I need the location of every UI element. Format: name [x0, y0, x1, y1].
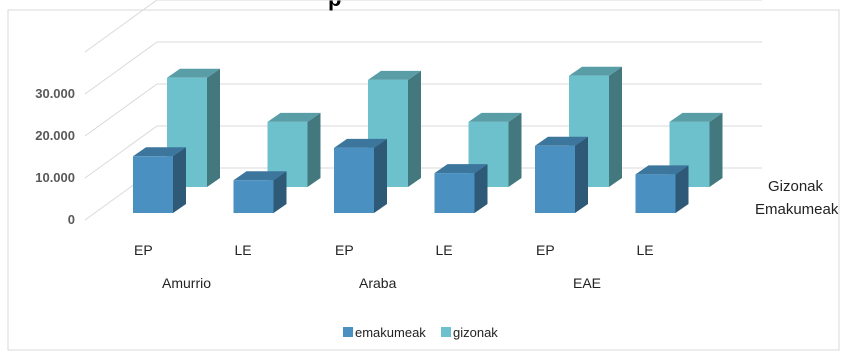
bar-emakumeak-3-side	[474, 164, 488, 213]
bar-emakumeak-4-front	[535, 145, 575, 213]
bar-gizonak-5-side	[709, 112, 723, 187]
bars	[133, 66, 723, 213]
y-tick-label: 0	[68, 212, 75, 227]
group-label: Araba	[359, 275, 397, 291]
group-label: Amurrio	[162, 275, 211, 291]
legend-swatch-emakumeak	[343, 327, 353, 337]
y-tick-label: 10.000	[35, 170, 75, 185]
gridline-diagonal	[84, 0, 158, 53]
bar-emakumeak-3-front	[434, 173, 475, 213]
bar-emakumeak-1-side	[273, 171, 287, 213]
depth-label-gizonak: Gizonak	[768, 178, 824, 195]
bar-gizonak-4-top	[569, 66, 622, 76]
bar-gizonak-1	[267, 112, 321, 187]
bar-emakumeak-5	[635, 165, 689, 213]
bar-emakumeak-5-front	[635, 174, 676, 213]
x-tick-label: LE	[235, 242, 252, 258]
bar-emakumeak-5-top	[635, 165, 689, 175]
bar-emakumeak-3-top	[434, 164, 488, 174]
bar-gizonak-5-top	[669, 112, 723, 122]
x-axis-labels: EP LE EP LE EP LE	[134, 242, 654, 258]
bar-gizonak-0-top	[167, 68, 220, 78]
bar-gizonak-1-side	[307, 112, 321, 187]
bar-gizonak-3-top	[468, 112, 522, 122]
bar-gizonak-1-top	[267, 112, 321, 122]
depth-label-emakumeak: Emakumeak	[755, 201, 839, 218]
gridline-diagonal	[84, 41, 158, 95]
bar-gizonak-3	[468, 112, 522, 187]
bar-emakumeak-4	[535, 136, 588, 213]
bar-emakumeak-1	[233, 171, 287, 213]
legend-label-gizonak: gizonak	[453, 325, 498, 340]
bar-emakumeak-0-top	[133, 147, 186, 157]
bar-emakumeak-5-side	[675, 165, 689, 213]
group-labels: Amurrio Araba EAE	[162, 275, 601, 291]
group-label: EAE	[573, 275, 601, 291]
x-tick-label: EP	[335, 242, 354, 258]
x-tick-label: LE	[436, 242, 453, 258]
bar-gizonak-3-side	[508, 112, 522, 187]
y-tick-label: 20.000	[35, 128, 75, 143]
bar-emakumeak-2-top	[334, 138, 387, 148]
bar-emakumeak-0-side	[173, 147, 186, 213]
chart-title: p	[328, 0, 341, 11]
y-tick-label: 30.000	[35, 86, 75, 101]
legend-swatch-gizonak	[441, 327, 451, 337]
x-tick-label: LE	[637, 242, 654, 258]
bar-emakumeak-4-top	[535, 136, 588, 146]
bar-emakumeak-2-side	[374, 138, 387, 213]
bar-gizonak-2-top	[368, 70, 421, 80]
bar-emakumeak-0	[133, 147, 186, 213]
gridline-diagonal	[84, 125, 158, 179]
x-tick-label: EP	[536, 242, 555, 258]
bar-emakumeak-0-front	[133, 156, 173, 213]
gridline-diagonal	[84, 83, 158, 137]
y-axis-ticks: 0 10.000 20.000 30.000	[35, 86, 75, 227]
bar-emakumeak-3	[434, 164, 488, 213]
bar-gizonak-0-side	[207, 68, 220, 187]
bar-emakumeak-2-front	[334, 147, 374, 213]
bar-emakumeak-1-top	[233, 171, 287, 181]
bar-gizonak-4-side	[609, 66, 622, 187]
bar-emakumeak-1-front	[233, 180, 274, 213]
bar-gizonak-2-side	[408, 70, 421, 187]
bar-emakumeak-2	[334, 138, 387, 213]
legend: emakumeak gizonak	[343, 325, 498, 340]
legend-label-emakumeak: emakumeak	[355, 325, 426, 340]
x-tick-label: EP	[134, 242, 153, 258]
bar-emakumeak-4-side	[575, 136, 588, 213]
